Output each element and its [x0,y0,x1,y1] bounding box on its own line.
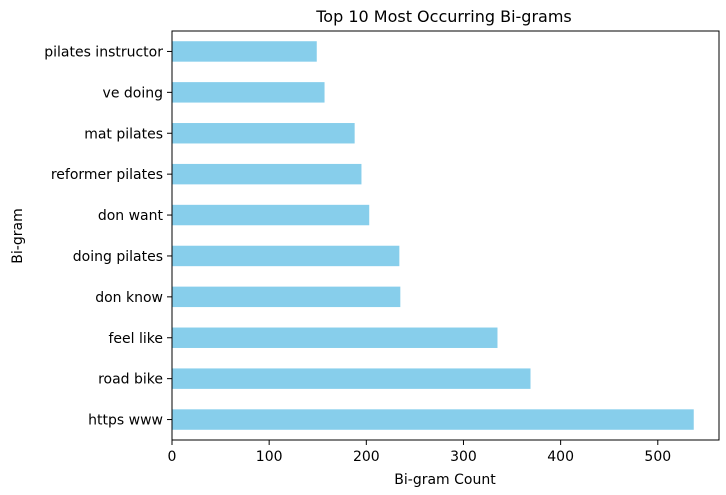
y-tick-label: reformer pilates [51,167,163,183]
bar [172,286,401,308]
bar [172,123,355,144]
x-axis-label: Bi-gram Count [394,472,496,488]
x-tick-label: 400 [547,449,574,465]
plot-frame [171,30,720,441]
bar [172,245,400,267]
x-axis: 0 100 200 300 400 500 [168,440,671,465]
bar [172,409,694,430]
y-tick-label: https www [88,413,163,429]
bars-group [172,41,694,430]
y-tick-label: don want [98,208,164,224]
x-tick-label: 0 [168,449,177,465]
bar [172,163,362,185]
x-tick-label: 500 [644,449,671,465]
x-tick-label: 100 [256,449,283,465]
y-tick-label: doing pilates [73,249,163,265]
y-tick-label: mat pilates [84,126,163,142]
y-axis-label: Bi-gram [10,208,26,263]
bar [172,41,317,62]
chart-title: Top 10 Most Occurring Bi-grams [315,7,572,26]
y-tick-label: don know [95,290,163,306]
y-tick-label: feel like [109,331,164,347]
bar [172,82,325,103]
y-tick-label: pilates instructor [44,44,163,60]
x-tick-label: 300 [450,449,477,465]
bar [172,368,531,389]
x-tick-label: 200 [353,449,380,465]
y-tick-label: road bike [98,372,163,388]
y-axis: https www road bike feel like don know doing… [44,44,172,429]
bar [172,327,498,348]
bar [172,204,370,226]
y-tick-label: ve doing [103,85,163,101]
